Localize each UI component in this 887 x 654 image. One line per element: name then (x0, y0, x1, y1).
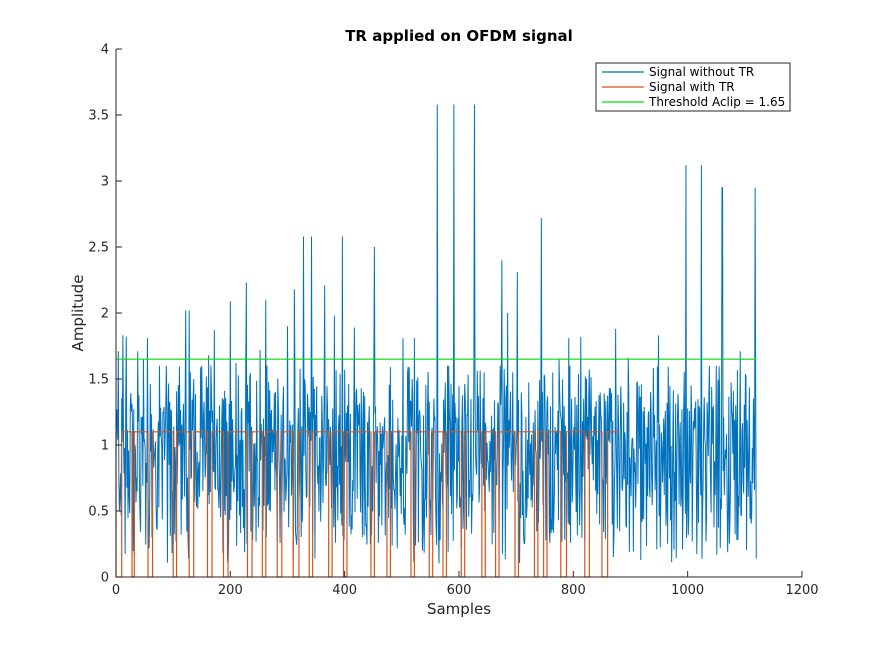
x-tick-label: 1000 (671, 583, 704, 598)
y-tick-label: 0.5 (88, 505, 109, 520)
legend: Signal without TR Signal with TR Thresho… (595, 62, 791, 112)
x-tick-label: 600 (447, 583, 472, 598)
y-tick-label: 4 (101, 43, 109, 58)
x-tick-label: 0 (112, 583, 120, 598)
axes-layer: 0 200 400 600 800 1000 1200 0 0.5 1 1.5 2 2.5 3 3.5 4 (88, 43, 818, 599)
x-tick-label: 800 (561, 583, 586, 598)
legend-label-signal-with-tr: Signal with TR (649, 80, 735, 94)
x-tick-label: 200 (218, 583, 243, 598)
legend-label-threshold: Threshold Aclip = 1.65 (648, 95, 785, 109)
y-tick-label: 3 (101, 175, 109, 190)
x-tick-label: 1200 (785, 583, 818, 598)
chart-title: TR applied on OFDM signal (345, 27, 573, 45)
y-tick-label: 2 (101, 307, 109, 322)
legend-label-signal-without-tr: Signal without TR (649, 65, 754, 79)
y-axis-label: Amplitude (69, 275, 87, 352)
series-signal-without-tr (115, 104, 757, 564)
y-tick-label: 1 (101, 439, 109, 454)
y-tick-label: 0 (101, 571, 109, 586)
x-tick-label: 400 (332, 583, 357, 598)
y-tick-label: 3.5 (88, 109, 109, 124)
y-tick-label: 2.5 (88, 241, 109, 256)
y-tick-label: 1.5 (88, 373, 109, 388)
x-axis-label: Samples (427, 600, 491, 618)
